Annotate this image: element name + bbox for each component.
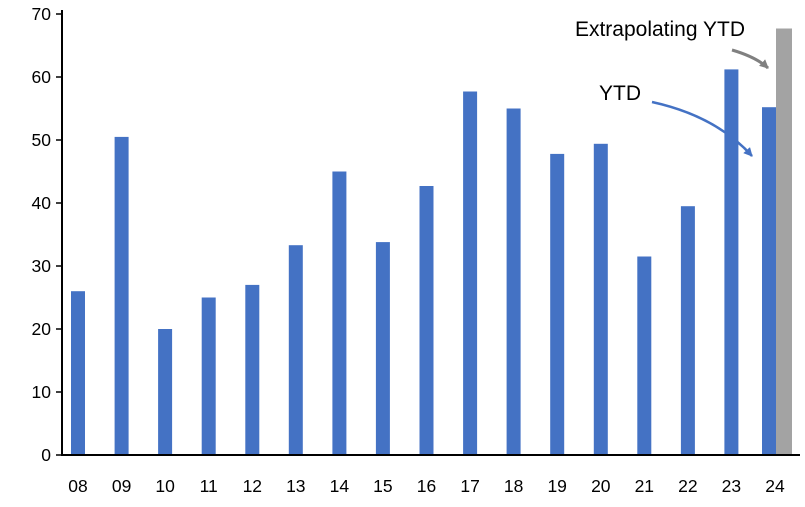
x-tick-label-21: 21	[635, 476, 654, 496]
extrapolated-bar-24	[776, 28, 792, 455]
bar-18	[506, 108, 521, 455]
bars-group	[71, 28, 792, 456]
bar-12	[245, 284, 260, 455]
axes-group: 0 10 20 30 40 50 60 70	[32, 4, 800, 465]
bar-21	[637, 256, 652, 455]
bar-24	[762, 107, 776, 455]
bar-15	[375, 242, 390, 455]
y-tick-label-30: 30	[32, 256, 52, 276]
x-tick-label-24: 24	[765, 476, 785, 496]
x-tick-label-15: 15	[373, 476, 392, 496]
x-tick-label-22: 22	[678, 476, 697, 496]
bar-23	[724, 69, 739, 456]
bar-11	[201, 297, 216, 455]
bar-10	[158, 329, 173, 455]
bar-13	[288, 245, 303, 455]
x-tick-label-08: 08	[68, 476, 87, 496]
y-tick-label-10: 10	[32, 382, 52, 402]
y-tick-label-60: 60	[32, 67, 52, 87]
x-tick-label-16: 16	[417, 476, 436, 496]
bar-14	[332, 171, 347, 455]
x-tick-label-19: 19	[547, 476, 566, 496]
bar-19	[550, 153, 565, 455]
bar-09	[114, 136, 129, 455]
x-tick-label-11: 11	[200, 476, 218, 496]
extrapolating-ytd-arrow	[731, 48, 770, 70]
x-tick-label-14: 14	[330, 476, 350, 496]
x-tick-label-12: 12	[243, 476, 262, 496]
bar-20	[593, 143, 608, 456]
bar-08	[71, 291, 85, 455]
x-tick-label-09: 09	[112, 476, 131, 496]
annotation-extrapolating-ytd: Extrapolating YTD	[574, 18, 745, 41]
x-tick-label-17: 17	[460, 476, 479, 496]
x-tick-label-20: 20	[591, 476, 611, 496]
y-tick-label-50: 50	[32, 130, 52, 150]
x-tick-label-23: 23	[722, 476, 741, 496]
x-tick-label-18: 18	[504, 476, 523, 496]
x-labels-group: 08 09 10 11 12 13 14 15 16 17 18 19 20 21 22 23 24	[68, 476, 785, 496]
x-tick-label-13: 13	[286, 476, 305, 496]
y-tick-label-20: 20	[32, 319, 52, 339]
bar-17	[463, 91, 478, 455]
y-tick-label-0: 0	[41, 445, 51, 465]
x-tick-label-10: 10	[155, 476, 175, 496]
ytd-arrow	[651, 100, 753, 157]
y-tick-label-70: 70	[32, 4, 52, 24]
bar-16	[419, 186, 434, 455]
y-tick-label-40: 40	[32, 193, 52, 213]
bar-22	[680, 206, 695, 455]
annotation-ytd: YTD	[599, 82, 641, 105]
